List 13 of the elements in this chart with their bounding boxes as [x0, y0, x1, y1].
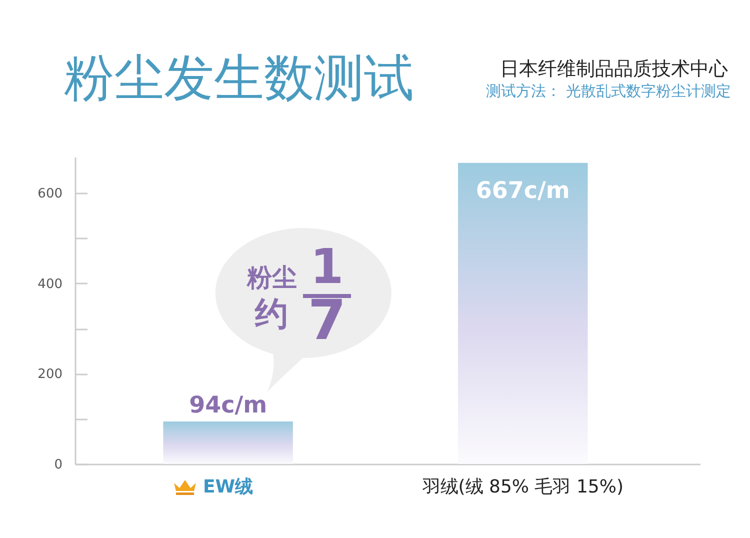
x-tick-label: EW绒 [202, 476, 254, 498]
text: 测试方法： 光散乱式数字粉尘计测定 [486, 82, 731, 100]
x-tick-label: 羽绒(绒 85% 毛羽 15%) [421, 476, 624, 498]
y-tick-label: 400 [38, 276, 62, 292]
annotation: 约 [255, 294, 288, 333]
chart-subtitle: 日本纤维制品品质技术中心 [500, 58, 728, 81]
annotation: 粉尘 [247, 263, 297, 292]
data-label: 667c/m [476, 178, 570, 204]
y-tick-label: 600 [38, 186, 62, 202]
chart-title: 粉尘发生数测试 [64, 48, 414, 108]
data-label: 94c/m [189, 392, 268, 419]
y-tick-label: 200 [38, 367, 62, 382]
y-tick-label: 0 [54, 458, 62, 472]
